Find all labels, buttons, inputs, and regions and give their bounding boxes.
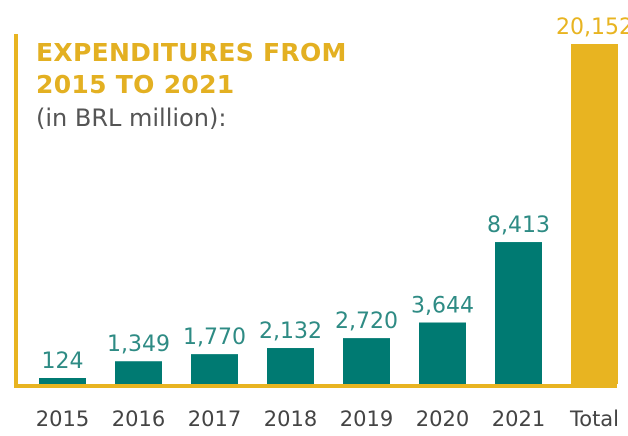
chart-title-line-1: EXPENDITURES FROM: [36, 38, 347, 67]
bar-total: [571, 44, 618, 384]
bar-2015: [39, 378, 86, 384]
data-label-2021: 8,413: [487, 213, 550, 238]
data-label-2017: 1,770: [183, 325, 246, 350]
x-tick-label-total: Total: [569, 407, 619, 431]
x-tick-label-2017: 2017: [188, 407, 241, 431]
bar-2016: [115, 361, 162, 384]
x-tick-label-2018: 2018: [264, 407, 317, 431]
x-tick-label-2016: 2016: [112, 407, 165, 431]
x-tick-label-2019: 2019: [340, 407, 393, 431]
x-tick-label-2015: 2015: [36, 407, 89, 431]
data-label-2016: 1,349: [107, 332, 170, 357]
bar-2020: [419, 322, 466, 384]
bar-2018: [267, 348, 314, 384]
bar-2021: [495, 242, 542, 384]
x-tick-label-2021: 2021: [492, 407, 545, 431]
bar-2019: [343, 338, 390, 384]
data-label-total: 20,152: [556, 15, 628, 40]
x-tick-label-2020: 2020: [416, 407, 469, 431]
chart-subtitle: (in BRL million):: [36, 104, 227, 132]
data-label-2015: 124: [42, 349, 84, 374]
bar-2017: [191, 354, 238, 384]
data-label-2019: 2,720: [335, 309, 398, 334]
data-label-2020: 3,644: [411, 294, 474, 319]
chart-title-line-2: 2015 TO 2021: [36, 70, 235, 99]
data-label-2018: 2,132: [259, 319, 322, 344]
